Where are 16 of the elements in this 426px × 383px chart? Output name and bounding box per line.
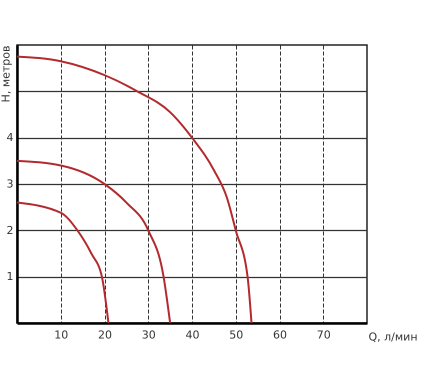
x-tick-label: 10 (54, 328, 68, 342)
line-series (16, 160, 172, 324)
x-tick-label: 60 (273, 328, 287, 342)
line-series (16, 56, 252, 324)
y-tick-label: 3 (6, 178, 14, 190)
x-tick-label: 30 (142, 328, 156, 342)
x-tick-label: 70 (316, 328, 331, 342)
line-series (16, 202, 110, 324)
y-tick-label: 4 (6, 131, 14, 144)
x-tick-label: 40 (186, 328, 200, 342)
y-axis-title: H, метров (0, 46, 12, 102)
y-tick-label: 2 (6, 224, 14, 237)
y-tick-label: 1 (6, 270, 14, 284)
x-tick-label: 20 (98, 328, 112, 342)
x-tick-label: 50 (229, 328, 244, 342)
x-axis-title: Q, л/мин (368, 330, 418, 344)
